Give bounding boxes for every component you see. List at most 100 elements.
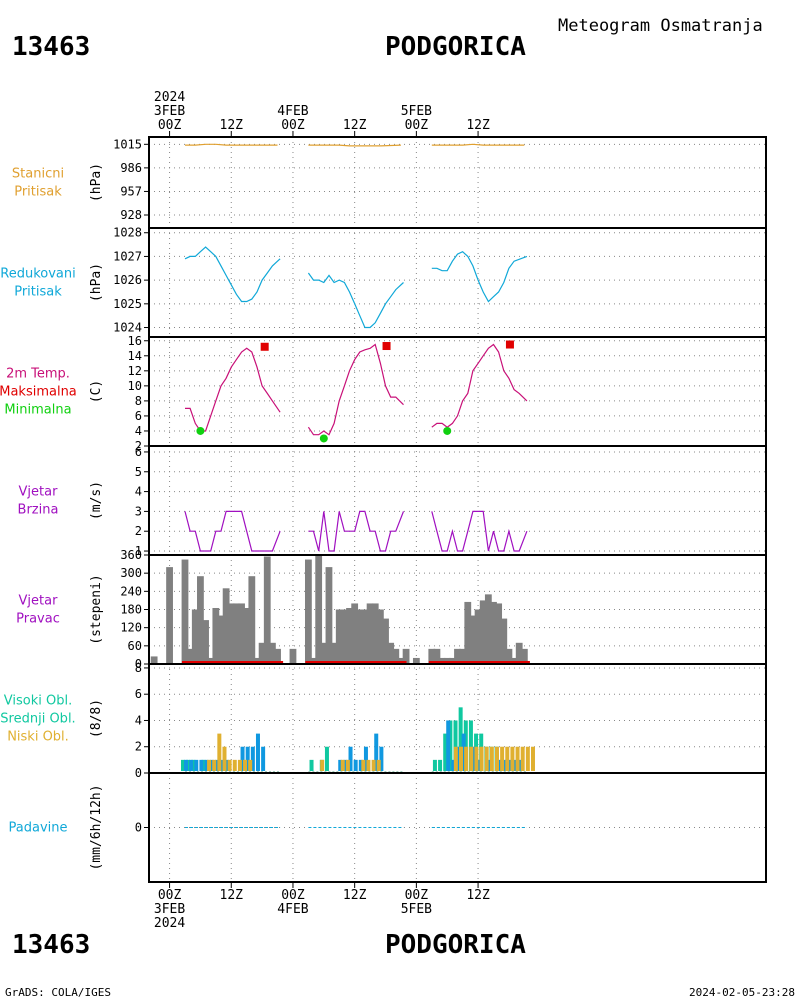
y-tick-label: 2 (135, 439, 142, 453)
cloud-niski-bar (248, 759, 253, 771)
redukovani-line (431, 250, 528, 303)
y-tick-label: 240 (120, 584, 142, 598)
wind-dir-bar (366, 603, 374, 664)
cloud-srednji-bar (487, 759, 492, 771)
cloud-srednji-bar (245, 746, 250, 771)
panel-label: 2m Temp. (6, 367, 70, 382)
cloud-niski-bar (217, 733, 222, 771)
y-tick-label: 1028 (113, 226, 142, 240)
cloud-niski-bar (515, 746, 520, 771)
y-tick-label: 0 (135, 821, 142, 835)
stanicni-line (185, 143, 278, 146)
wind-dir-bar (320, 642, 328, 664)
wind-dir-bar (269, 642, 276, 664)
station-id-top: 13463 (12, 32, 90, 62)
cloud-niski-bar (505, 746, 510, 771)
time-label-top: 5FEB (401, 104, 432, 119)
wind-dir-bar (438, 657, 446, 664)
panel-frame (148, 772, 767, 883)
panel-label: Padavine (9, 821, 68, 836)
cloud-srednji-bar (502, 759, 507, 771)
panel-label: Pritisak (14, 285, 62, 300)
y-tick-label: 1025 (113, 297, 142, 311)
cloud-srednji-bar (363, 746, 368, 771)
cloud-niski-bar (500, 746, 505, 771)
cloud-visoki-bar (443, 733, 448, 771)
time-label-top: 2024 (154, 90, 185, 105)
unit-label: (hPa) (89, 263, 104, 302)
cloud-niski-bar (520, 746, 525, 771)
station-name-bottom: PODGORICA (385, 930, 526, 960)
y-tick-label: 2 (135, 740, 142, 754)
y-tick-label: 3 (135, 504, 142, 518)
cloud-srednji-bar (199, 759, 204, 771)
y-tick-label: 8 (135, 661, 142, 675)
y-tick-label: 0 (135, 766, 142, 780)
stanicni-line (431, 143, 525, 146)
cloud-srednji-bar (348, 746, 353, 771)
y-tick-label: 360 (120, 548, 142, 562)
cloud-srednji-bar (250, 746, 255, 771)
temp-max-marker (382, 342, 391, 351)
wind-dir-bar (351, 603, 359, 664)
wind-dir-bar (464, 601, 472, 664)
cloud-niski-bar (212, 759, 217, 771)
wind-speed-line (431, 510, 528, 552)
cloud-srednji-bar (219, 759, 224, 771)
time-label-top: 00Z (281, 118, 305, 133)
y-tick-label: 1024 (113, 321, 142, 335)
wind-dir-bar (217, 615, 225, 664)
temp-min-marker (319, 434, 328, 443)
station-id-bottom: 13463 (12, 930, 90, 960)
y-tick-label: 2 (135, 524, 142, 538)
wind-dir-bar (371, 603, 379, 664)
cloud-srednji-bar (451, 759, 456, 771)
wind-speed-line (184, 510, 281, 552)
y-tick-label: 928 (120, 208, 142, 222)
cloud-srednji-bar (471, 746, 476, 771)
wind-dir-bar (325, 567, 333, 664)
time-label-bottom: 00Z (158, 888, 182, 903)
cloud-visoki-bar (468, 720, 473, 771)
temp-min-marker (443, 426, 452, 435)
cloud-visoki-bar (324, 746, 329, 771)
time-label-top: 00Z (405, 118, 429, 133)
time-label-bottom: 12Z (220, 888, 244, 903)
wind-dir-bar (197, 576, 204, 664)
wind-dir-bar (469, 615, 477, 664)
redukovani-line (184, 246, 281, 303)
time-label-bottom: 4FEB (277, 902, 308, 917)
wind-dir-bar (207, 657, 215, 664)
cloud-srednji-bar (183, 759, 188, 771)
cloud-niski-bar (371, 759, 376, 771)
wind-dir-bar (212, 607, 220, 664)
wind-dir-bar (412, 657, 420, 664)
wind-dir-bar (258, 642, 266, 664)
wind-dir-bar (191, 609, 199, 664)
y-tick-label: 1015 (113, 137, 142, 151)
wind-dir-bar (448, 657, 456, 664)
footer-timestamp: 2024-02-05-23:28 (689, 986, 795, 999)
temp-max-marker (260, 342, 269, 351)
cloud-niski-bar (237, 759, 242, 771)
cloud-srednji-bar (338, 759, 343, 771)
wind-dir-bar (376, 609, 384, 664)
cloud-niski-bar (489, 746, 494, 771)
wind-dir-bar (520, 648, 528, 664)
time-label-bottom: 12Z (466, 888, 490, 903)
wind-dir-bar (433, 648, 441, 664)
y-tick-label: 1027 (113, 249, 142, 263)
cloud-srednji-bar (214, 759, 219, 771)
cloud-srednji-bar (261, 746, 266, 771)
cloud-niski-bar (345, 759, 350, 771)
cloud-niski-bar (366, 759, 371, 771)
y-tick-label: 4 (135, 424, 142, 438)
wind-dir-bar (253, 657, 261, 664)
wind-dir-bar (454, 648, 461, 664)
cloud-srednji-bar (209, 759, 214, 771)
wind-dir-bar (495, 603, 503, 664)
cloud-visoki-bar (180, 759, 185, 771)
y-tick-label: 8 (135, 394, 142, 408)
cloud-niski-bar (453, 746, 458, 771)
